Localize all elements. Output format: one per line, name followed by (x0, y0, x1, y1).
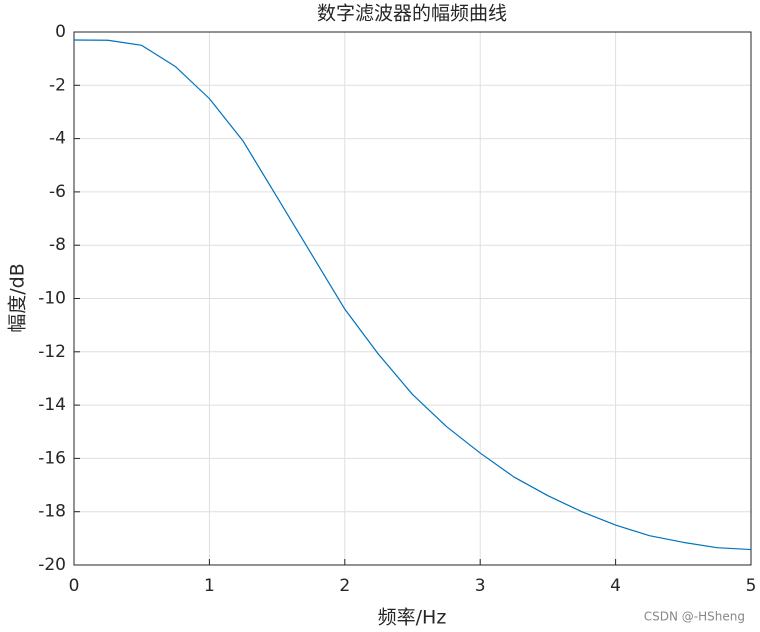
chart-title: 数字滤波器的幅频曲线 (317, 3, 507, 25)
x-axis-label: 频率/Hz (378, 607, 447, 629)
x-tick-label: 0 (69, 576, 80, 596)
x-tick-label: 3 (475, 576, 486, 596)
y-tick-label: -8 (49, 235, 66, 255)
x-tick-label: 5 (746, 576, 757, 596)
y-tick-label: -2 (49, 75, 66, 95)
axes-box (73, 31, 752, 566)
x-tick-label: 1 (204, 576, 215, 596)
x-tick-label: 4 (610, 576, 621, 596)
y-tick-label: -20 (38, 555, 66, 575)
watermark: CSDN @-HSheng (644, 610, 745, 624)
y-axis-label: 幅度/dB (7, 263, 29, 333)
y-tick-label: -16 (38, 448, 66, 468)
x-tick-label: 2 (339, 576, 350, 596)
y-tick-label: 0 (55, 22, 66, 42)
data-line (73, 39, 752, 551)
y-tick-label: -14 (38, 395, 66, 415)
y-tick-label: -18 (38, 502, 66, 522)
y-tick-label: -6 (49, 182, 66, 202)
y-tick-label: -10 (38, 289, 66, 309)
y-tick-label: -12 (38, 342, 66, 362)
y-tick-label: -4 (49, 129, 66, 149)
